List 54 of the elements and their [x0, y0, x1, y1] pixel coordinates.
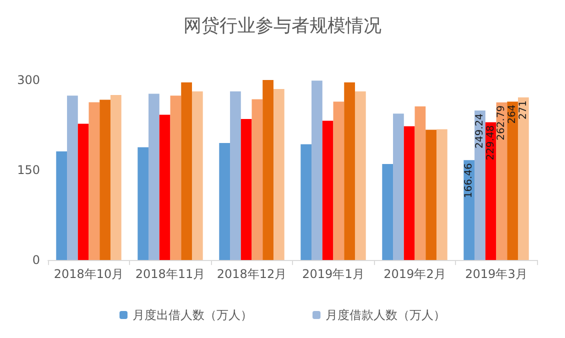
- bar: [170, 96, 182, 260]
- bar: [344, 82, 355, 260]
- data-label: 271: [518, 100, 529, 120]
- data-label: 229.48: [485, 125, 496, 160]
- bar: [474, 110, 486, 260]
- x-tick-label: 2019年2月: [384, 267, 446, 281]
- bar: [252, 99, 263, 260]
- bar: [273, 89, 284, 260]
- data-label: 264: [507, 104, 518, 124]
- bar: [393, 114, 404, 260]
- x-tick-label: 2018年12月: [216, 267, 287, 281]
- bar: [78, 124, 89, 260]
- bar: [138, 147, 149, 260]
- bar: [312, 80, 322, 260]
- bar: [88, 102, 100, 260]
- x-tick-label: 2019年3月: [465, 267, 528, 281]
- bar: [464, 160, 475, 260]
- x-tick-label: 2019年1月: [302, 267, 364, 281]
- bar: [110, 95, 122, 260]
- bar: [333, 102, 344, 260]
- bar: [404, 126, 415, 260]
- bar: [148, 94, 160, 260]
- bar: [181, 82, 192, 260]
- y-tick-label: 0: [32, 253, 40, 267]
- x-tick-label: 2018年11月: [135, 267, 206, 281]
- chart-title: 网贷行业参与者规模情况: [184, 16, 382, 36]
- bar: [507, 102, 518, 260]
- bar: [219, 143, 230, 260]
- bar: [159, 114, 170, 260]
- bar: [436, 129, 448, 260]
- bar: [67, 96, 78, 260]
- data-label: 166.46: [464, 163, 475, 198]
- data-label: 262.79: [496, 105, 508, 140]
- legend-label: 月度借款人数（万人）: [326, 308, 446, 322]
- bar: [354, 91, 366, 260]
- legend-label: 月度出借人数（万人）: [132, 308, 252, 322]
- x-tick-label: 2018年10月: [54, 267, 124, 281]
- bar: [100, 100, 110, 260]
- bar: [230, 91, 241, 260]
- bar: [322, 120, 334, 260]
- data-label: 249.24: [474, 113, 486, 148]
- bar: [300, 144, 312, 260]
- y-tick-label: 150: [17, 163, 40, 177]
- bar: [426, 130, 436, 260]
- bar: [262, 80, 274, 260]
- y-tick-label: 300: [17, 73, 40, 87]
- bar: [414, 106, 426, 260]
- bar: [496, 102, 508, 260]
- bar: [518, 97, 529, 260]
- bar: [240, 119, 252, 260]
- bar: [192, 91, 203, 260]
- bar: [382, 164, 394, 260]
- bar: [485, 122, 496, 260]
- bar: [56, 151, 68, 260]
